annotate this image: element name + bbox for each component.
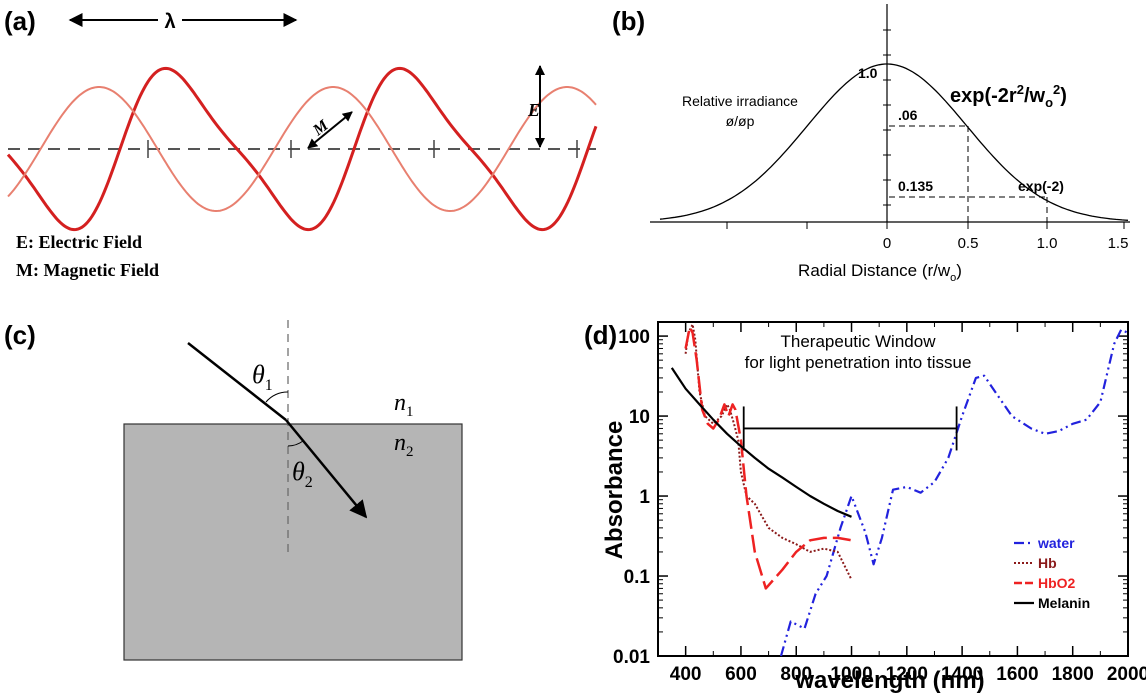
- theta2-base: θ: [292, 457, 305, 486]
- x-tick-1-0: 1.0: [1037, 235, 1058, 252]
- magnetic-field-wave: [7, 86, 597, 213]
- n2-sub: 2: [406, 444, 414, 460]
- n1-symbol: n1: [394, 390, 414, 420]
- legend-label-water: water: [1037, 535, 1075, 551]
- theta2-arc: [287, 440, 304, 447]
- therapeutic-window-bracket: [742, 406, 958, 451]
- medium-n2: [123, 423, 463, 661]
- lambda-symbol: λ: [164, 11, 175, 33]
- panel-c-label: (c): [4, 320, 36, 350]
- panel-b-label: (b): [612, 6, 645, 36]
- refracted-ray: [285, 419, 368, 519]
- legend-label-hbo2: HbO2: [1038, 575, 1076, 591]
- m-amplitude-arrow: [307, 111, 353, 149]
- peak-label: 1.0: [858, 65, 878, 81]
- theta1-symbol: θ1: [252, 360, 273, 394]
- lambda-background: [158, 9, 182, 31]
- formula-base: exp(-2r: [950, 85, 1017, 107]
- y-tick-label: 0.01: [613, 647, 650, 668]
- x-tick-label: 600: [725, 664, 757, 685]
- e-symbol: E: [527, 100, 540, 120]
- electric-field-wave: [6, 66, 598, 232]
- x-tick-label: 1000: [830, 664, 872, 685]
- panel-c: (c) θ1 θ2 n1 n2: [4, 320, 463, 661]
- x-axis-label: Radial Distance (r/wo): [798, 261, 962, 284]
- gaussian-curve: [659, 63, 1129, 221]
- xlabel-base: Radial Distance (r/w: [798, 261, 951, 280]
- m-symbol: M: [309, 117, 332, 140]
- y-axis-label: Absorbance: [601, 421, 628, 560]
- n2-symbol: n2: [394, 430, 414, 460]
- legend-label-melanin: Melanin: [1038, 595, 1090, 611]
- theta1-base: θ: [252, 360, 265, 389]
- xlabel-sub: o: [950, 272, 956, 284]
- y-tick-label: 10: [629, 407, 650, 428]
- x-tick-0-5: 0.5: [958, 235, 979, 252]
- formula-exp1: 2: [1017, 82, 1024, 97]
- plot-axes: 0.01 0.1 1 10 100 400 600 800 1000 1200 1400 1600 18…: [613, 322, 1146, 685]
- xlabel-end: ): [956, 261, 962, 280]
- theta1-arc: [265, 391, 289, 403]
- y-label-line2: ø/øp: [726, 113, 755, 129]
- y-tick-label: 100: [618, 327, 650, 348]
- formula-exp2: 2: [1053, 82, 1060, 97]
- legend-electric-field: E: Electric Field: [16, 232, 142, 252]
- series-line-melanin: [670, 367, 852, 518]
- x-tick-0: 0: [883, 235, 891, 252]
- x-axis-label: wavelength (nm): [794, 667, 984, 694]
- window-line1: Therapeutic Window: [781, 332, 937, 351]
- formula-mid: /w: [1024, 85, 1046, 107]
- legend: water Hb HbO2 Melanin: [1014, 535, 1090, 611]
- panel-b-y-ticks: [883, 29, 891, 206]
- n1-base: n: [394, 390, 406, 416]
- plot-series: [670, 323, 1129, 657]
- level-2-label: 0.135: [898, 178, 933, 194]
- x-tick-label: 1600: [996, 664, 1038, 685]
- x-tick-label: 1400: [941, 664, 983, 685]
- panel-b-x-ticks: [726, 222, 1125, 229]
- panel-a-label: (a): [4, 6, 36, 36]
- y-tick-label: 1: [639, 487, 650, 508]
- y-label-line1: Relative irradiance: [682, 93, 798, 109]
- panel-d: (d) 0.01 0.1 1 10 100 400 600 800 1000 1200 1400 16…: [584, 320, 1146, 694]
- series-line-hbo2: [684, 325, 852, 590]
- theta2-symbol: θ2: [292, 457, 313, 491]
- x-tick-label: 800: [780, 664, 812, 685]
- series-line-water: [779, 328, 1129, 657]
- panel-a: (a) λ E M E: Electric Field M: Magnetic …: [4, 6, 598, 280]
- x-tick-label: 400: [670, 664, 702, 685]
- legend-label-hb: Hb: [1038, 555, 1057, 571]
- window-line2: for light penetration into tissue: [745, 353, 972, 372]
- theta2-sub: 2: [305, 474, 313, 491]
- incident-ray: [187, 342, 287, 421]
- x-tick-1-5: 1.5: [1108, 235, 1129, 252]
- panel-d-label: (d): [584, 320, 617, 350]
- n1-sub: 1: [406, 404, 414, 420]
- theta1-sub: 1: [265, 377, 273, 394]
- n2-base: n: [394, 430, 406, 456]
- level-1-label: .06: [898, 107, 918, 123]
- panel-b: (b) Relative irradiance ø/øp exp(-2r2/wo…: [612, 4, 1130, 284]
- x-tick-label: 1800: [1052, 664, 1094, 685]
- legend-magnetic-field: M: Magnetic Field: [16, 260, 159, 280]
- axis-ticks: [147, 140, 578, 158]
- x-tick-label: 2000: [1107, 664, 1146, 685]
- plot-frame: [657, 321, 1129, 657]
- formula: exp(-2r2/wo2): [950, 82, 1067, 110]
- exp-annotation: exp(-2): [1018, 178, 1064, 194]
- x-tick-label: 1200: [886, 664, 928, 685]
- y-tick-label: 0.1: [624, 567, 651, 588]
- formula-sub: o: [1045, 95, 1053, 110]
- formula-end: ): [1060, 85, 1067, 107]
